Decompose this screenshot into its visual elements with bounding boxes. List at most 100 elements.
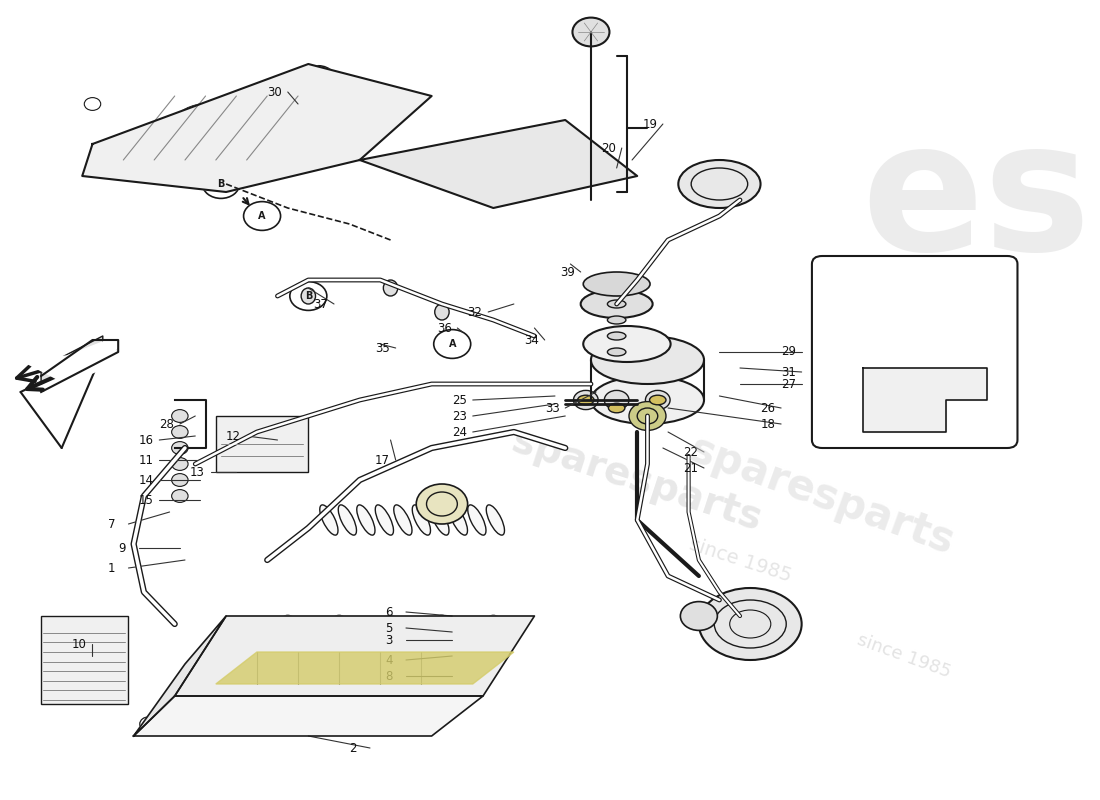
Ellipse shape (375, 505, 394, 535)
Ellipse shape (449, 505, 468, 535)
Polygon shape (864, 368, 987, 432)
Text: 5: 5 (385, 622, 393, 634)
Circle shape (140, 717, 158, 731)
Text: A: A (449, 339, 456, 349)
Text: 7: 7 (108, 518, 115, 530)
Ellipse shape (320, 505, 338, 535)
Circle shape (416, 484, 468, 524)
Polygon shape (133, 696, 483, 736)
Circle shape (289, 282, 327, 310)
Ellipse shape (583, 326, 671, 362)
Text: 32: 32 (468, 306, 483, 318)
Circle shape (270, 138, 286, 150)
Text: 8: 8 (385, 670, 393, 682)
Polygon shape (360, 120, 637, 208)
Text: 22: 22 (683, 446, 698, 458)
Text: 30: 30 (267, 86, 282, 98)
Circle shape (333, 627, 345, 637)
Text: 14: 14 (139, 474, 154, 486)
Circle shape (172, 490, 188, 502)
Text: 12: 12 (227, 430, 241, 442)
Text: 17: 17 (375, 454, 390, 466)
Text: 35: 35 (375, 342, 389, 354)
Text: 21: 21 (683, 462, 698, 474)
Ellipse shape (698, 588, 802, 660)
Text: 20: 20 (602, 142, 616, 154)
Circle shape (282, 615, 294, 625)
Text: 11: 11 (139, 454, 154, 466)
Circle shape (172, 426, 188, 438)
Polygon shape (133, 616, 227, 736)
Ellipse shape (607, 348, 626, 356)
Ellipse shape (578, 395, 594, 405)
Text: 33: 33 (544, 402, 560, 414)
Circle shape (85, 98, 101, 110)
Circle shape (572, 18, 609, 46)
Circle shape (573, 390, 598, 410)
Ellipse shape (581, 290, 652, 318)
Ellipse shape (591, 336, 704, 384)
Circle shape (443, 681, 462, 695)
Text: 16: 16 (139, 434, 154, 446)
Circle shape (172, 410, 188, 422)
Ellipse shape (301, 288, 316, 304)
Text: B: B (218, 179, 224, 189)
Ellipse shape (434, 304, 449, 320)
Circle shape (681, 602, 717, 630)
Text: B: B (305, 291, 312, 301)
Polygon shape (41, 336, 102, 384)
Circle shape (282, 627, 294, 637)
Circle shape (243, 202, 280, 230)
Ellipse shape (339, 505, 356, 535)
Ellipse shape (679, 160, 760, 208)
Text: 10: 10 (72, 638, 87, 650)
Text: es: es (861, 112, 1091, 288)
Text: 25: 25 (452, 394, 468, 406)
Ellipse shape (583, 272, 650, 296)
Circle shape (172, 442, 188, 454)
Circle shape (436, 615, 448, 625)
Text: 37: 37 (314, 298, 328, 310)
Circle shape (402, 717, 420, 731)
Text: 1: 1 (108, 562, 115, 574)
Circle shape (172, 474, 188, 486)
Text: A: A (258, 211, 266, 221)
Text: 38: 38 (900, 434, 914, 446)
Bar (915, 348, 937, 368)
Text: 24: 24 (452, 426, 468, 438)
Circle shape (646, 390, 670, 410)
Text: 29: 29 (781, 346, 796, 358)
Text: 15: 15 (139, 494, 154, 506)
Polygon shape (175, 616, 535, 696)
Text: since 1985: since 1985 (686, 534, 793, 586)
Text: sparesparts: sparesparts (507, 422, 767, 538)
Text: 13: 13 (190, 466, 205, 478)
Text: since 1985: since 1985 (855, 630, 954, 682)
Circle shape (629, 402, 666, 430)
Text: 26: 26 (760, 402, 775, 414)
Bar (946, 348, 968, 368)
Text: 3: 3 (385, 634, 393, 646)
Ellipse shape (356, 505, 375, 535)
Circle shape (383, 106, 399, 118)
Circle shape (172, 458, 188, 470)
Text: 6: 6 (385, 606, 393, 618)
Ellipse shape (431, 505, 449, 535)
Text: 27: 27 (781, 378, 796, 390)
Text: 4: 4 (385, 654, 393, 666)
Ellipse shape (607, 332, 626, 340)
Ellipse shape (608, 403, 625, 413)
Ellipse shape (384, 280, 398, 296)
Ellipse shape (486, 505, 505, 535)
Circle shape (487, 627, 499, 637)
Circle shape (384, 615, 397, 625)
Text: 23: 23 (452, 410, 468, 422)
Text: 2: 2 (350, 742, 356, 754)
Text: 34: 34 (525, 334, 539, 346)
Ellipse shape (607, 316, 626, 324)
Circle shape (436, 627, 448, 637)
Text: 36: 36 (437, 322, 452, 334)
Polygon shape (82, 64, 431, 192)
Ellipse shape (175, 104, 236, 136)
Polygon shape (21, 336, 118, 384)
